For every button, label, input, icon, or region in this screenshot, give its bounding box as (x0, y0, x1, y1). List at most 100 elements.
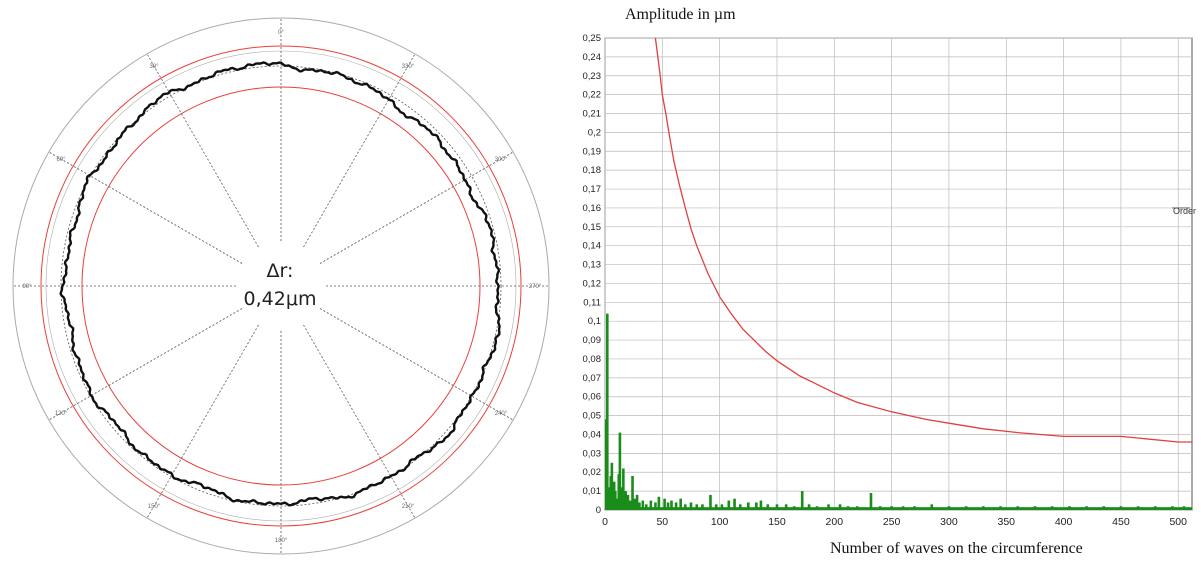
y-tick-label: 0,01 (583, 486, 602, 497)
angle-label: 0° (278, 30, 284, 36)
spectrum-bar (631, 476, 634, 510)
x-tick-label: 150 (768, 516, 786, 528)
angle-label: 270° (529, 284, 542, 290)
angle-label: 210° (402, 504, 415, 510)
x-tick-label: 350 (998, 516, 1016, 528)
spectrum-bar (663, 498, 666, 510)
spectrum-bar (610, 462, 614, 510)
spoke-line (303, 324, 416, 519)
angle-label: 60° (56, 157, 66, 163)
y-tick-label: 0,11 (583, 297, 601, 308)
spectrum-bar (747, 502, 750, 510)
angle-label: 90° (22, 284, 32, 290)
spoke-line (319, 308, 514, 421)
spectrum-bar (654, 502, 657, 510)
spectrum-bar (657, 496, 661, 510)
spectrum-bar (674, 502, 678, 510)
y-tick-label: 0,02 (583, 467, 602, 478)
angle-label: 330° (402, 64, 415, 70)
y-tick-label: 0,03 (583, 448, 602, 459)
y-tick-label: 0,19 (583, 146, 602, 157)
spoke-line (303, 53, 416, 248)
y-tick-label: 0,06 (583, 392, 602, 403)
y-tick-label: 0,17 (583, 184, 602, 195)
x-tick-label: 200 (826, 516, 844, 528)
y-tick-label: 0,23 (583, 71, 602, 82)
angle-label: 180° (275, 538, 288, 544)
spoke-line (146, 53, 259, 248)
spoke-line (48, 308, 243, 421)
plot-area (604, 37, 1193, 511)
x-tick-label: 100 (711, 516, 729, 528)
y-tick-label: 0,22 (583, 90, 602, 101)
inner-tolerance-circle (81, 86, 481, 486)
spectrum-bar (635, 494, 639, 510)
spectrum-bar (679, 498, 682, 510)
spectrum-bar (733, 498, 736, 510)
y-tick-label: 0,13 (583, 260, 602, 271)
x-tick-label: 300 (940, 516, 958, 528)
spectrum-bar (619, 487, 623, 510)
outer-tolerance-circle (40, 45, 522, 527)
x-tick-label: 250 (883, 516, 901, 528)
reference-circle (60, 65, 502, 507)
angle-label: 120° (55, 411, 68, 417)
angle-label: 30° (149, 64, 159, 70)
delta-r-label: Δr: (266, 260, 294, 282)
spectrum-bar (628, 500, 632, 510)
spoke-line (48, 151, 243, 264)
spectrum-bar (615, 498, 618, 510)
spectrum-bar (622, 468, 625, 510)
y-tick-label: 0 (596, 505, 601, 516)
spectrum-bar (666, 502, 670, 510)
y-tick-label: 0,24 (583, 52, 602, 63)
y-tick-label: 0,14 (583, 241, 602, 252)
order-annotation: Order (1173, 206, 1196, 216)
spectrum-chart: 0 0,01 0,02 0,03 0,04 0,05 0,06 0,07 0,08 0,09 0,1… (583, 33, 1197, 528)
limit-curve (654, 37, 1192, 443)
y-tick-label: 0,04 (583, 429, 602, 440)
y-tick-label: 0,1 (588, 316, 601, 327)
y-tick-label: 0,07 (583, 373, 602, 384)
roundness-profile-line (59, 61, 501, 507)
y-tick-label: 0,15 (583, 222, 602, 233)
spectrum-bar (670, 500, 673, 510)
y-axis-title: Amplitude in µm (625, 6, 736, 23)
y-tick-label: 0,2 (588, 127, 601, 138)
spectrum-bar (618, 432, 622, 510)
x-tick-label: 400 (1055, 516, 1073, 528)
spoke-line (319, 151, 514, 264)
inner-grey-ring (45, 50, 517, 522)
spectrum-bar (641, 500, 645, 510)
spectrum-bar (624, 491, 627, 510)
spectrum-bar (800, 491, 804, 510)
spectrum-bar (759, 500, 763, 510)
y-tick-label: 0,12 (583, 278, 602, 289)
spectrum-bar (709, 494, 712, 510)
spoke-line (146, 324, 259, 519)
x-tick-label: 450 (1112, 516, 1130, 528)
y-tick-label: 0,25 (583, 33, 602, 44)
y-tick-label: 0,09 (583, 335, 602, 346)
spectrum-baseline (605, 507, 1192, 510)
spectrum-bar (869, 493, 873, 510)
spectrum-bar (626, 494, 630, 510)
spectrum-bar (649, 500, 653, 510)
spectrum-bar (689, 502, 693, 510)
angle-label: 300° (495, 157, 508, 163)
x-tick-label: 50 (656, 516, 668, 528)
y-tick-label: 0,18 (583, 165, 602, 176)
spectrum-bar (727, 500, 731, 510)
y-tick-label: 0,16 (583, 203, 602, 214)
outer-ring (12, 17, 550, 555)
y-tick-label: 0,08 (583, 354, 602, 365)
y-tick-label: 0,05 (583, 411, 602, 422)
polar-roundness-plot: 0° 30° 60° 90° 120° 150° 180° 210° 240° 270° 300° 3… (12, 17, 550, 555)
x-axis-title: Number of waves on the circumference (830, 540, 1083, 557)
spectrum-bar (605, 313, 609, 510)
angle-label: 150° (148, 504, 161, 510)
delta-r-value: 0,42μm (243, 288, 317, 310)
spectrum-bar (633, 498, 637, 510)
x-tick-label: 0 (602, 516, 608, 528)
spectrum-bar (755, 502, 758, 510)
